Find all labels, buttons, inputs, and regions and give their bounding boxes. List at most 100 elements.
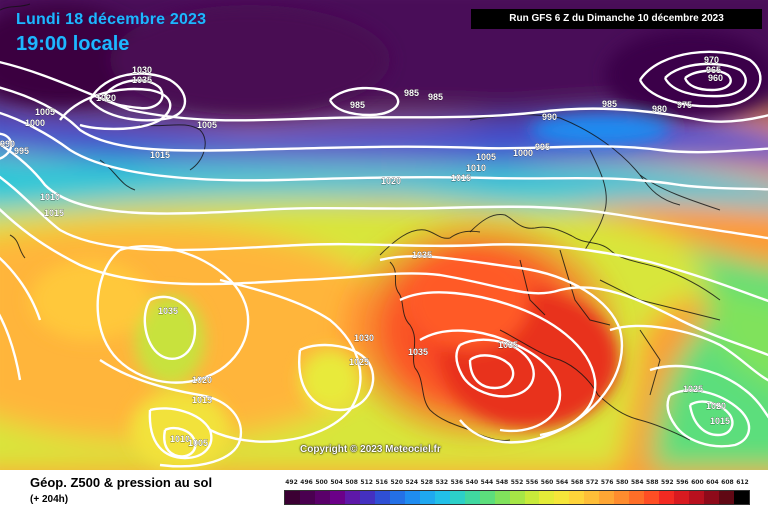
scale-label: 612 — [736, 479, 749, 486]
isobar-label: 1015 — [451, 173, 471, 183]
scale-label: 508 — [345, 479, 358, 486]
scale-label: 556 — [525, 479, 539, 486]
legend-footer: Géop. Z500 & pression au sol (+ 204h) 49… — [0, 470, 768, 512]
isobar-label: 1005 — [188, 438, 208, 448]
scale-swatch — [464, 491, 480, 504]
scale-swatch — [479, 491, 495, 504]
isobar-label: 1020 — [192, 375, 212, 385]
scale-swatch — [614, 491, 630, 504]
isobar-label: 1015 — [192, 395, 212, 405]
scale-swatch — [449, 491, 465, 504]
scale-label: 544 — [480, 479, 494, 486]
scale-label: 492 — [285, 479, 298, 486]
scale-swatch — [689, 491, 705, 504]
color-scale-labels: 492 496 500 504 508 512 516 520 524 528 532 536 540 5… — [284, 479, 750, 489]
scale-swatch — [629, 491, 645, 504]
scale-swatch — [554, 491, 570, 504]
scale-swatch — [374, 491, 390, 504]
isobar-label: 1025 — [683, 384, 703, 394]
scale-swatch — [419, 491, 435, 504]
scale-label: 500 — [315, 479, 328, 486]
scale-label: 568 — [570, 479, 584, 486]
isobar-label: 1010 — [170, 434, 190, 444]
isobar-label: 1005 — [476, 152, 496, 162]
scale-label: 600 — [691, 479, 704, 486]
isobar-label: 1035 — [158, 306, 178, 316]
scale-swatch — [704, 491, 720, 504]
scale-label: 532 — [435, 479, 449, 486]
forecast-range: (+ 204h) — [30, 494, 69, 505]
scale-label: 528 — [420, 479, 434, 486]
scale-swatch — [539, 491, 555, 504]
scale-label: 524 — [405, 479, 419, 486]
isobar-label: 990 — [542, 112, 557, 122]
isobar-label: 1025 — [349, 357, 369, 367]
scale-label: 592 — [661, 479, 674, 486]
isobar-label: 960 — [708, 73, 723, 83]
scale-label: 504 — [330, 479, 343, 486]
scale-swatch — [285, 491, 300, 504]
isobar-label: 1035 — [408, 347, 428, 357]
isobar-label: 985 — [428, 92, 443, 102]
scale-label: 520 — [390, 479, 403, 486]
isobar-label: 990 — [0, 139, 15, 149]
scale-swatch — [314, 491, 330, 504]
isobar-label: 1005 — [35, 107, 55, 117]
scale-swatch — [329, 491, 345, 504]
scale-swatch — [344, 491, 360, 504]
isobar-label: 985 — [404, 88, 419, 98]
isobar-label: 1035 — [498, 340, 518, 350]
isobar-label: 995 — [14, 146, 29, 156]
copyright: Copyright © 2023 Meteociel.fr — [300, 444, 441, 455]
scale-swatch — [659, 491, 675, 504]
coastlines — [0, 3, 721, 441]
scale-label: 552 — [510, 479, 524, 486]
weather-map: 1030 1035 1020 1005 1000 995 990 1005 10… — [0, 0, 768, 470]
scale-swatch — [299, 491, 315, 504]
scale-label: 604 — [706, 479, 719, 486]
scale-swatch — [524, 491, 540, 504]
isobar-label: 1015 — [150, 150, 170, 160]
scale-swatch — [509, 491, 525, 504]
scale-label: 516 — [375, 479, 388, 486]
isobar-label: 965 — [706, 65, 721, 75]
scale-label: 496 — [300, 479, 313, 486]
color-scale-bar — [284, 490, 750, 505]
isobar-label: 985 — [602, 99, 617, 109]
scale-label: 608 — [721, 479, 734, 486]
scale-swatch — [359, 491, 375, 504]
scale-swatch — [494, 491, 510, 504]
scale-swatch — [719, 491, 735, 504]
isobar-label: 1010 — [466, 163, 486, 173]
scale-swatch — [434, 491, 450, 504]
scale-swatch — [674, 491, 690, 504]
isobar-label: 1015 — [710, 416, 730, 426]
isobar-label: 975 — [677, 100, 692, 110]
scale-swatch — [644, 491, 660, 504]
scale-label: 540 — [465, 479, 479, 486]
isobar-label: 1020 — [706, 401, 726, 411]
scale-swatch — [404, 491, 420, 504]
scale-swatch — [584, 491, 600, 504]
isobar-label: 1020 — [96, 93, 116, 103]
isobar-label: 995 — [535, 142, 550, 152]
isobar-labels: 1030 1035 1020 1005 1000 995 990 1005 10… — [0, 55, 730, 448]
scale-swatch — [569, 491, 585, 504]
isobar-label: 1005 — [197, 120, 217, 130]
isobar-label: 1035 — [412, 250, 432, 260]
forecast-date: Lundi 18 décembre 2023 — [16, 11, 207, 28]
isobar-label: 970 — [704, 55, 719, 65]
scale-label: 536 — [450, 479, 464, 486]
map-title: Géop. Z500 & pression au sol — [30, 475, 213, 490]
isobar-label: 1000 — [513, 148, 533, 158]
scale-swatch — [734, 491, 750, 504]
scale-label: 548 — [495, 479, 509, 486]
scale-label: 584 — [630, 479, 644, 486]
scale-label: 564 — [555, 479, 569, 486]
isobar-label: 1030 — [354, 333, 374, 343]
isobar-label: 985 — [350, 100, 365, 110]
scale-label: 580 — [615, 479, 629, 486]
isobar-label: 1035 — [132, 75, 152, 85]
isobar-label: 1015 — [44, 208, 64, 218]
scale-swatch — [389, 491, 405, 504]
